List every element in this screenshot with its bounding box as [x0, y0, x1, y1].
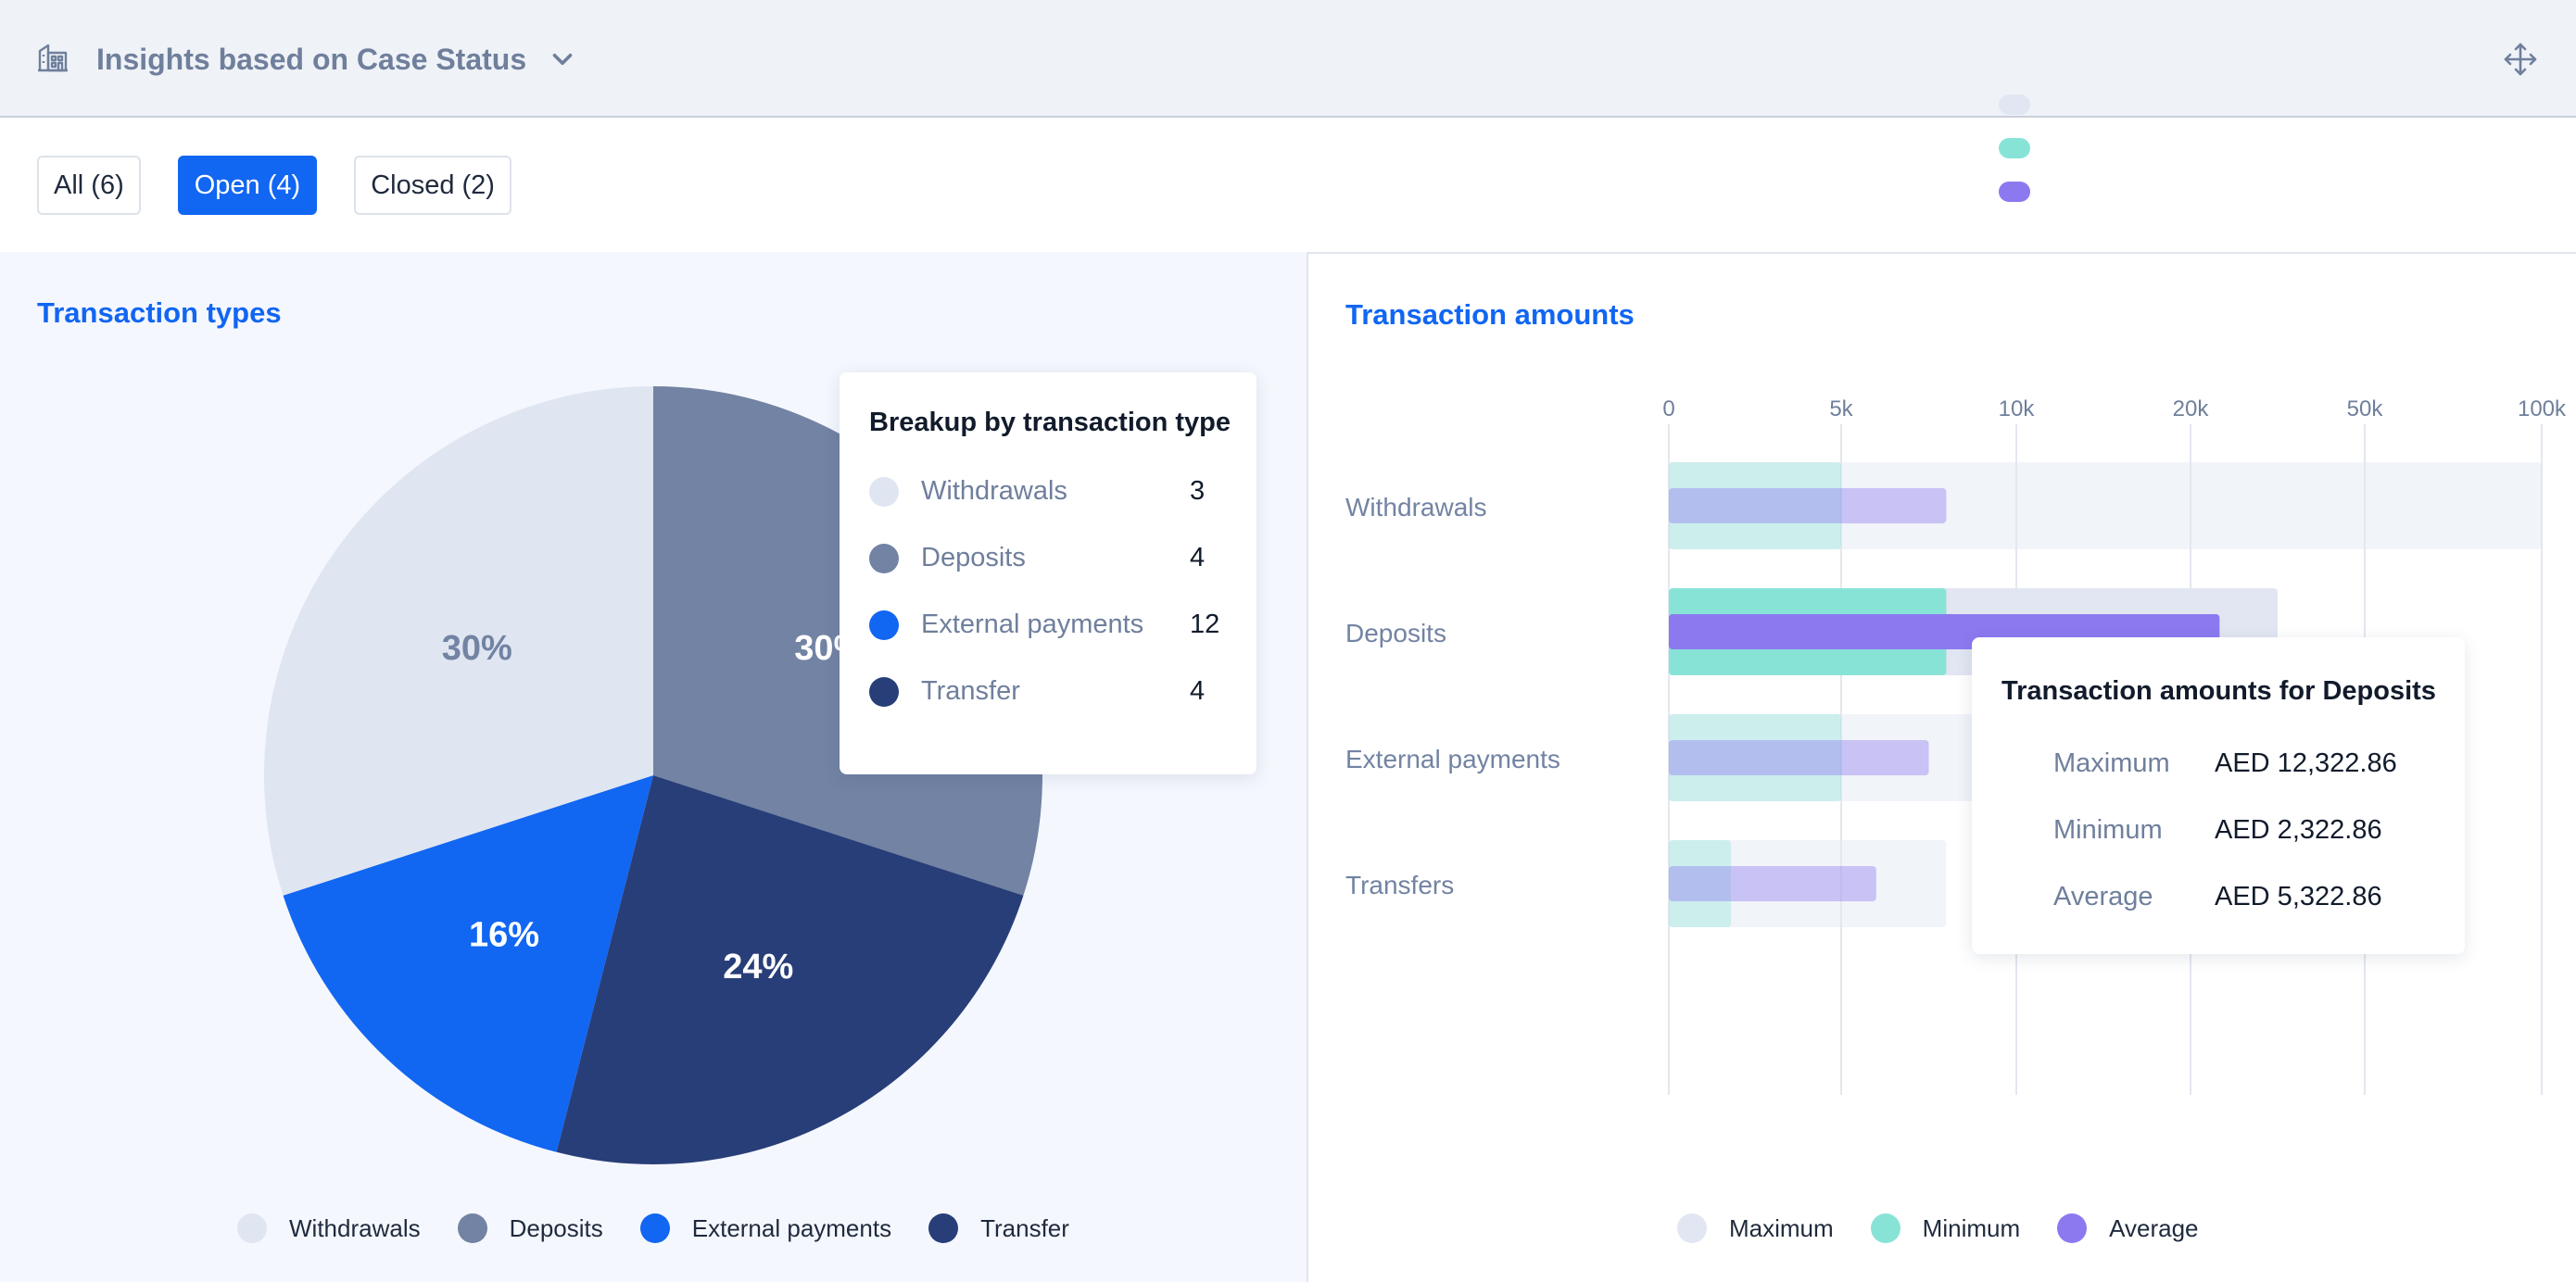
bar-average-withdrawals[interactable] [1669, 488, 1947, 523]
y-category-label: Withdrawals [1345, 493, 1486, 522]
legend-label: Maximum [1729, 1213, 1834, 1242]
x-tick-label: 50k [2347, 396, 2384, 421]
pie-tooltip: Breakup by transaction type Withdrawals … [840, 372, 1256, 774]
legend-swatch [639, 1213, 670, 1243]
x-tick-label: 100k [2518, 396, 2567, 421]
mini-dot-maximum [1999, 94, 2030, 115]
widget-header: Insights based on Case Status [0, 0, 2576, 118]
transaction-types-title: Transaction types [37, 296, 282, 329]
bar-tooltip-row: Minimum AED 2,322.86 [2053, 815, 2382, 846]
legend-item-minimum[interactable]: Minimum [1870, 1213, 2021, 1243]
legend-swatch [457, 1213, 487, 1243]
pie-slice-label: 16% [469, 915, 539, 954]
x-tick-label: 0 [1662, 396, 1674, 421]
bar-maximum-transfers[interactable] [1669, 840, 1947, 927]
pie-tooltip-row: Transfer 4 [869, 676, 1205, 707]
y-category-label: Deposits [1345, 619, 1446, 647]
bar-tooltip-row: Maximum AED 12,322.86 [2053, 748, 2397, 779]
move-icon[interactable] [2502, 41, 2539, 78]
legend-swatch [928, 1213, 959, 1243]
legend-swatch [237, 1213, 267, 1243]
legend-swatch [1677, 1213, 1707, 1243]
pie-tooltip-label: Deposits [921, 543, 1026, 572]
filter-open[interactable]: Open (4) [177, 156, 318, 215]
pie-tooltip-row: Deposits 4 [869, 543, 1205, 573]
legend-swatch [869, 476, 899, 507]
pie-slice-withdrawals[interactable] [264, 386, 653, 896]
legend-label: Average [2109, 1213, 2199, 1242]
filter-all[interactable]: All (6) [37, 156, 141, 215]
pie-slice-label: 30% [442, 629, 512, 668]
pie-tooltip-row: Withdrawals 3 [869, 476, 1205, 507]
bar-tooltip: Transaction amounts for Deposits Maximum… [1972, 637, 2465, 954]
transaction-amounts-title: Transaction amounts [1345, 298, 1635, 331]
x-tick-label: 20k [2173, 396, 2210, 421]
legend-swatch [869, 676, 899, 707]
legend-label: External payments [691, 1213, 892, 1242]
pie-tooltip-label: External payments [921, 610, 1144, 639]
bar-legend: Maximum Minimum Average [1677, 1213, 2199, 1243]
bar-tooltip-value: AED 5,322.86 [2215, 882, 2382, 911]
pie-tooltip-value: 4 [1190, 543, 1206, 572]
pie-tooltip-title: Breakup by transaction type [869, 408, 1231, 437]
y-category-label: Transfers [1345, 871, 1454, 899]
x-tick-label: 10k [1999, 396, 2036, 421]
mini-dot-minimum [1999, 138, 2030, 158]
bar-maximum-withdrawals[interactable] [1669, 462, 2542, 549]
legend-swatch [1870, 1213, 1900, 1243]
bar-minimum-withdrawals[interactable] [1669, 462, 1841, 549]
pie-tooltip-value: 4 [1190, 676, 1206, 706]
legend-label: Transfer [980, 1213, 1069, 1242]
widget-title: Insights based on Case Status [96, 42, 527, 76]
bar-tooltip-row: Average AED 5,322.86 [2053, 882, 2382, 912]
bar-tooltip-value: AED 2,322.86 [2215, 815, 2382, 845]
pie-tooltip-label: Withdrawals [921, 476, 1067, 506]
pie-slice-label: 24% [723, 948, 793, 987]
pie-legend: Withdrawals Deposits External payments T… [237, 1213, 1069, 1243]
bar-tooltip-label: Minimum [2053, 815, 2163, 845]
bar-minimum-transfers[interactable] [1669, 840, 1731, 927]
bar-tooltip-value: AED 12,322.86 [2215, 748, 2397, 778]
bar-tooltip-label: Average [2053, 882, 2153, 911]
legend-swatch [869, 543, 899, 573]
legend-swatch [869, 610, 899, 640]
pie-tooltip-value: 3 [1190, 476, 1206, 506]
legend-item-average[interactable]: Average [2057, 1213, 2199, 1243]
mini-dot-average [1999, 182, 2030, 202]
pie-slice-external-payments[interactable] [283, 775, 653, 1152]
pie-tooltip-row: External payments 12 [869, 610, 1219, 640]
legend-item-external-payments[interactable]: External payments [639, 1213, 892, 1243]
legend-item-deposits[interactable]: Deposits [457, 1213, 603, 1243]
legend-item-transfer[interactable]: Transfer [928, 1213, 1069, 1243]
filter-closed[interactable]: Closed (2) [354, 156, 511, 215]
pie-tooltip-label: Transfer [921, 676, 1020, 706]
legend-label: Deposits [509, 1213, 603, 1242]
bar-average-transfers[interactable] [1669, 866, 1876, 901]
y-category-label: External payments [1345, 745, 1560, 773]
legend-label: Minimum [1922, 1213, 2021, 1242]
case-status-filters: All (6) Open (4) Closed (2) [37, 156, 511, 215]
bar-average-external-payments[interactable] [1669, 740, 1929, 775]
x-tick-label: 5k [1829, 396, 1853, 421]
transaction-amounts-panel: Transaction amounts 0 5k 10k 20k 50k 100k With… [1307, 252, 2576, 1282]
building-icon [37, 42, 69, 78]
legend-item-withdrawals[interactable]: Withdrawals [237, 1213, 421, 1243]
bar-tooltip-label: Maximum [2053, 748, 2170, 778]
pie-tooltip-value: 12 [1190, 610, 1220, 639]
legend-swatch [2057, 1213, 2088, 1243]
transaction-types-panel: Transaction types 30% 24% 16% 30% Breakup b… [0, 252, 1307, 1282]
bar-minimum-external-payments[interactable] [1669, 714, 1841, 801]
bar-tooltip-title: Transaction amounts for Deposits [2001, 676, 2436, 706]
pie-slice-transfer[interactable] [556, 775, 1024, 1164]
legend-item-maximum[interactable]: Maximum [1677, 1213, 1834, 1243]
header-title-group[interactable]: Insights based on Case Status [37, 35, 578, 83]
legend-label: Withdrawals [289, 1213, 421, 1242]
chevron-down-icon[interactable] [547, 44, 578, 75]
